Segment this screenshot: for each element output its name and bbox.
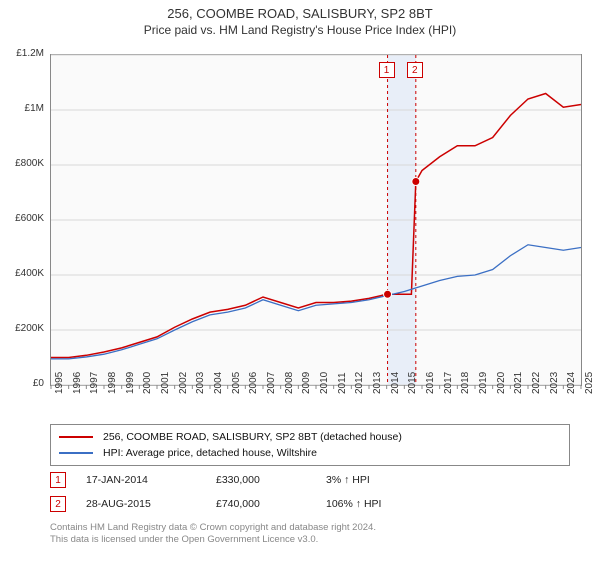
sale-pct: 106% ↑ HPI	[326, 498, 466, 510]
x-tick-label: 1995	[54, 372, 65, 394]
y-tick-label: £1M	[0, 103, 44, 114]
x-tick-label: 2023	[549, 372, 560, 394]
x-tick-label: 2018	[460, 372, 471, 394]
sale-row: 1 17-JAN-2014£330,0003% ↑ HPI	[50, 468, 580, 492]
sales-table: 1 17-JAN-2014£330,0003% ↑ HPI 2 28-AUG-2015…	[50, 468, 580, 516]
x-tick-label: 2022	[531, 372, 542, 394]
x-tick-label: 1997	[89, 372, 100, 394]
sale-price: £740,000	[216, 498, 326, 510]
legend-swatch	[59, 452, 93, 454]
legend-swatch	[59, 436, 93, 438]
x-tick-label: 2010	[319, 372, 330, 394]
x-tick-label: 2002	[178, 372, 189, 394]
x-tick-label: 2020	[496, 372, 507, 394]
sale-marker-box: 1	[50, 472, 66, 488]
x-tick-label: 2024	[566, 372, 577, 394]
x-tick-label: 2006	[248, 372, 259, 394]
y-tick-label: £800K	[0, 158, 44, 169]
x-tick-label: 1999	[125, 372, 136, 394]
x-tick-label: 2015	[407, 372, 418, 394]
footer-line2: This data is licensed under the Open Gov…	[50, 534, 376, 546]
sale-date: 28-AUG-2015	[86, 498, 216, 510]
x-tick-label: 2008	[284, 372, 295, 394]
x-tick-label: 2001	[160, 372, 171, 394]
plot-svg	[51, 55, 581, 385]
footer-line1: Contains HM Land Registry data © Crown c…	[50, 522, 376, 534]
sale-row: 2 28-AUG-2015£740,000106% ↑ HPI	[50, 492, 580, 516]
sale-pct: 3% ↑ HPI	[326, 474, 466, 486]
x-tick-label: 2021	[513, 372, 524, 394]
sale-date: 17-JAN-2014	[86, 474, 216, 486]
legend-item: HPI: Average price, detached house, Wilt…	[59, 445, 561, 461]
sale-marker-1: 1	[379, 62, 395, 78]
sale-marker-2: 2	[407, 62, 423, 78]
x-tick-label: 2014	[390, 372, 401, 394]
x-tick-label: 1998	[107, 372, 118, 394]
sale-marker-box: 2	[50, 496, 66, 512]
x-tick-label: 2004	[213, 372, 224, 394]
x-tick-label: 2009	[301, 372, 312, 394]
y-tick-label: £600K	[0, 213, 44, 224]
x-tick-label: 2016	[425, 372, 436, 394]
chart-container: 256, COOMBE ROAD, SALISBURY, SP2 8BT Pri…	[0, 6, 600, 566]
legend-label: HPI: Average price, detached house, Wilt…	[103, 447, 317, 459]
x-tick-label: 2017	[443, 372, 454, 394]
x-tick-label: 1996	[72, 372, 83, 394]
legend: 256, COOMBE ROAD, SALISBURY, SP2 8BT (de…	[50, 424, 570, 466]
x-tick-label: 2013	[372, 372, 383, 394]
footer-text: Contains HM Land Registry data © Crown c…	[50, 522, 376, 547]
x-tick-label: 2019	[478, 372, 489, 394]
y-tick-label: £0	[0, 378, 44, 389]
x-tick-label: 2007	[266, 372, 277, 394]
x-tick-label: 2003	[195, 372, 206, 394]
x-tick-label: 2000	[142, 372, 153, 394]
legend-label: 256, COOMBE ROAD, SALISBURY, SP2 8BT (de…	[103, 431, 402, 443]
y-tick-label: £1.2M	[0, 48, 44, 59]
chart-title: 256, COOMBE ROAD, SALISBURY, SP2 8BT	[0, 6, 600, 21]
sale-price: £330,000	[216, 474, 326, 486]
x-tick-label: 2012	[354, 372, 365, 394]
y-tick-label: £200K	[0, 323, 44, 334]
x-tick-label: 2011	[337, 372, 348, 394]
y-tick-label: £400K	[0, 268, 44, 279]
x-tick-label: 2005	[231, 372, 242, 394]
chart-subtitle: Price paid vs. HM Land Registry's House …	[0, 23, 600, 37]
plot-area	[50, 54, 582, 386]
x-tick-label: 2025	[584, 372, 595, 394]
legend-item: 256, COOMBE ROAD, SALISBURY, SP2 8BT (de…	[59, 429, 561, 445]
